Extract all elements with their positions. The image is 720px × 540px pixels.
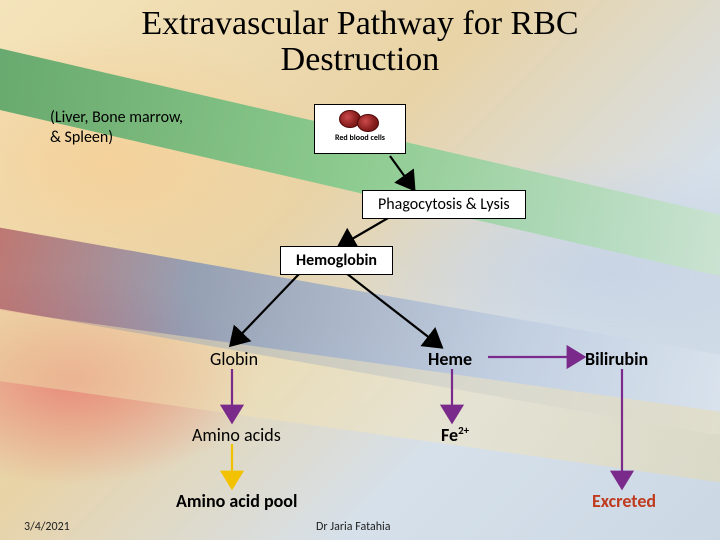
organs-subtitle: (Liver, Bone marrow, & Spleen) [50,108,183,148]
node-fe: Fe2+ [441,424,469,446]
slide-title: Extravascular Pathway for RBC Destructio… [0,6,720,77]
footer-date: 3/4/2021 [24,520,70,534]
subtitle-line1: (Liver, Bone marrow, [50,108,183,127]
node-phagocytosis: Phagocytosis & Lysis [362,190,526,219]
node-excreted: Excreted [592,490,656,512]
node-amino-pool: Amino acid pool [176,490,297,512]
node-bilirubin: Bilirubin [585,348,648,370]
rbc-label: Red blood cells [315,134,405,142]
title-line2: Destruction [281,41,440,78]
footer-author: Dr Jaria Fatahia [316,520,391,534]
fe-charge: 2+ [458,424,469,437]
title-line1: Extravascular Pathway for RBC [141,5,578,42]
subtitle-line2: & Spleen) [50,128,113,147]
rbc-icon [315,108,405,134]
node-hemoglobin: Hemoglobin [280,246,393,275]
node-heme: Heme [428,348,472,370]
node-globin: Globin [210,348,258,370]
rbc-box: Red blood cells [314,104,406,154]
fe-symbol: Fe [441,424,458,446]
node-amino-acids: Amino acids [192,424,281,446]
